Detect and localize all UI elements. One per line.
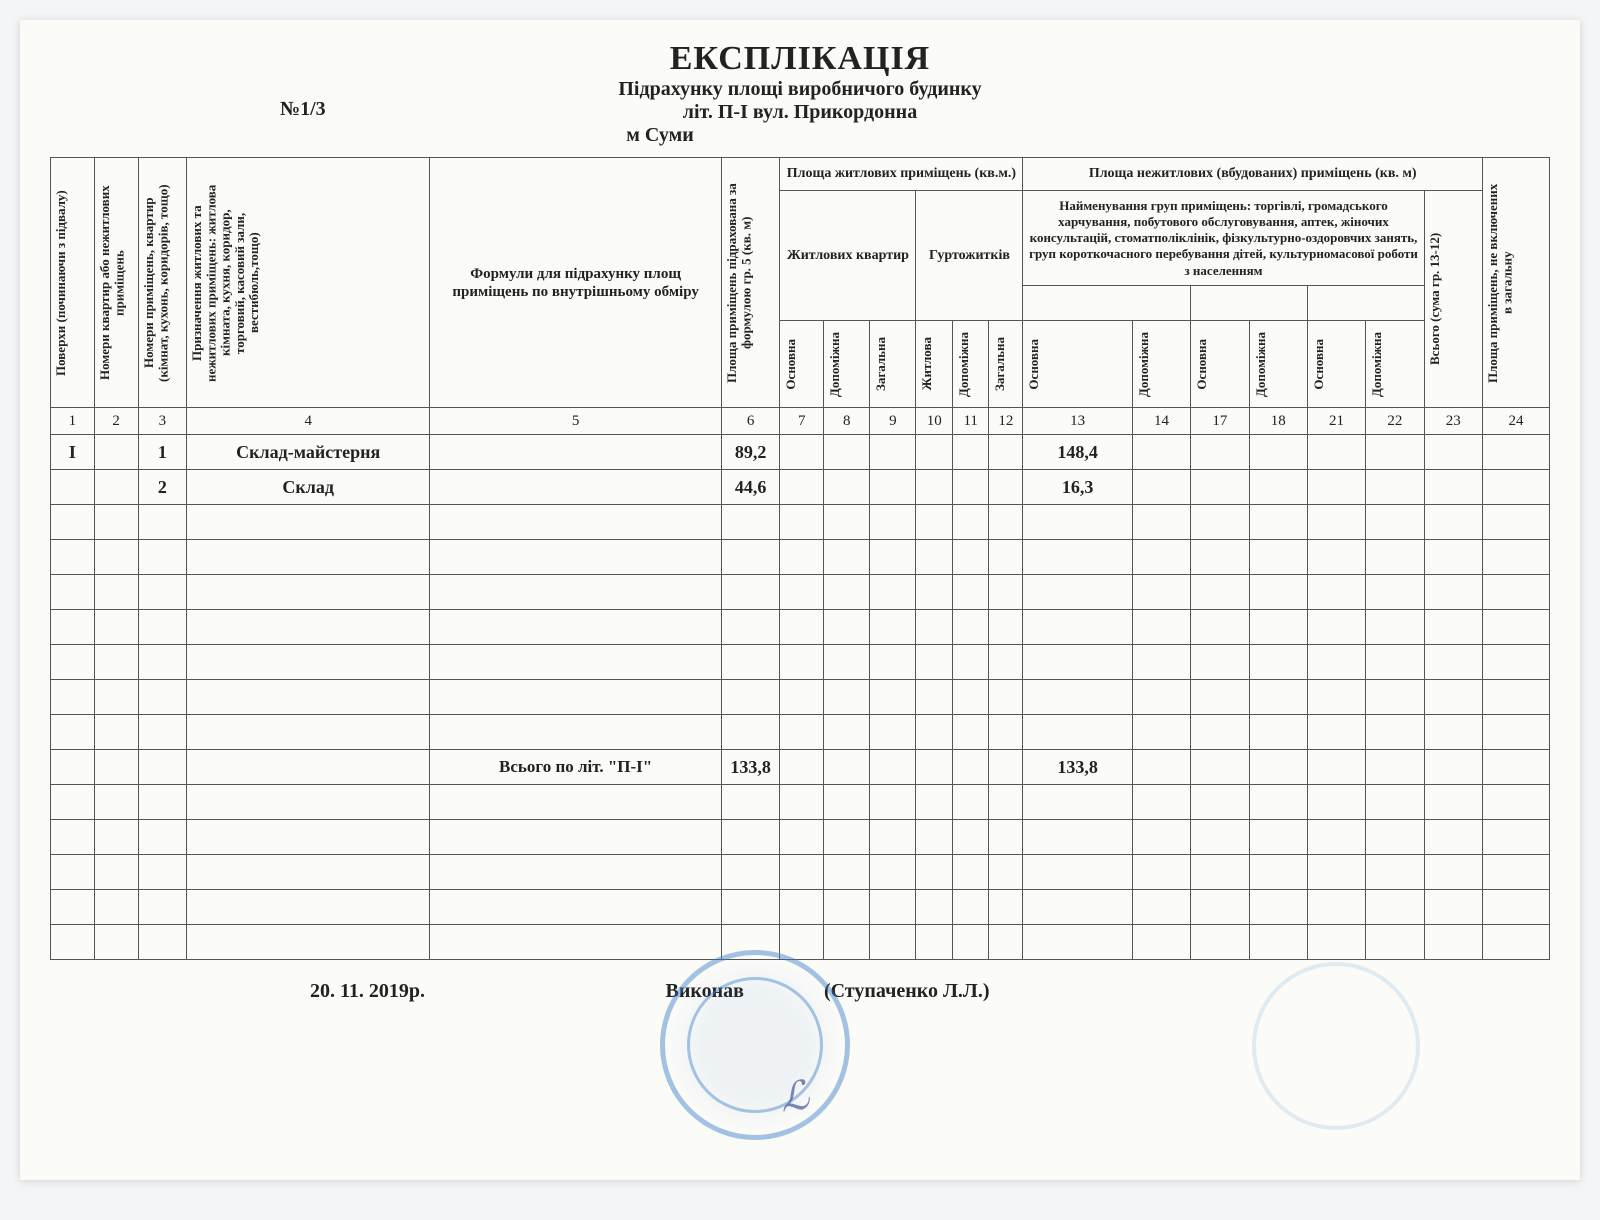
col-l21: Основна bbox=[1310, 333, 1328, 396]
col-num-5: 5 bbox=[430, 408, 722, 435]
explication-table: Поверхи (починаючи з підвалу) Номери ква… bbox=[50, 157, 1550, 960]
col-num-3: 3 bbox=[138, 408, 187, 435]
col-sub-apart: Житлових квартир bbox=[780, 191, 916, 321]
table-row bbox=[51, 855, 1550, 890]
doc-number: №1/3 bbox=[280, 98, 326, 121]
col-num-17: 17 bbox=[1191, 408, 1249, 435]
col-l9: Загальна bbox=[872, 331, 890, 397]
col-num-23: 23 bbox=[1424, 408, 1482, 435]
col-l12: Загальна bbox=[991, 331, 1009, 397]
col-l10: Житлова bbox=[918, 331, 936, 396]
col-l11: Допоміжна bbox=[955, 326, 973, 403]
col-num-2: 2 bbox=[94, 408, 138, 435]
col-num-12: 12 bbox=[989, 408, 1023, 435]
col-h6: Площа приміщень підрахована за формулою … bbox=[724, 177, 755, 389]
col-num-9: 9 bbox=[870, 408, 916, 435]
table-row: Всього по літ. "П-І"133,8133,8 bbox=[51, 750, 1550, 785]
col-h1: Поверхи (починаючи з підвалу) bbox=[53, 177, 69, 389]
table-row bbox=[51, 890, 1550, 925]
col-l14: Допоміжна bbox=[1135, 326, 1153, 403]
document-page: ЕКСПЛІКАЦІЯ Підрахунку площі виробничого… bbox=[20, 20, 1580, 1180]
col-num-11: 11 bbox=[952, 408, 988, 435]
col-num-22: 22 bbox=[1366, 408, 1424, 435]
doc-title: ЕКСПЛІКАЦІЯ bbox=[50, 40, 1550, 78]
table-row: 2Склад44,616,3 bbox=[51, 470, 1550, 505]
doc-lit-line: літ. П-І вул. Прикордонна bbox=[50, 101, 1550, 124]
table-row bbox=[51, 925, 1550, 960]
col-l7: Основна bbox=[782, 333, 800, 396]
col-num-7: 7 bbox=[780, 408, 824, 435]
table-row bbox=[51, 575, 1550, 610]
col-l17: Основна bbox=[1193, 333, 1211, 396]
col-num-13: 13 bbox=[1023, 408, 1132, 435]
col-num-24: 24 bbox=[1482, 408, 1549, 435]
col-group-desc: Найменування груп приміщень: торгівлі, г… bbox=[1023, 191, 1424, 286]
col-h4: Призначення житлових та нежитлових примі… bbox=[189, 177, 262, 389]
col-num-14: 14 bbox=[1132, 408, 1190, 435]
col-num-21: 21 bbox=[1307, 408, 1365, 435]
stamp2-icon bbox=[1252, 962, 1420, 1130]
col-h3: Номери приміщень, квартир (кімнат, кухон… bbox=[141, 177, 172, 389]
table-row bbox=[51, 785, 1550, 820]
table-row bbox=[51, 680, 1550, 715]
col-num-18: 18 bbox=[1249, 408, 1307, 435]
col-group-nonresid: Площа нежитлових (вбудованих) приміщень … bbox=[1023, 158, 1483, 191]
col-num-8: 8 bbox=[824, 408, 870, 435]
footer: 20. 11. 2019р. Виконав (Ступаченко Л.Л.) bbox=[310, 980, 1430, 1003]
col-num-4: 4 bbox=[187, 408, 430, 435]
col-total: Всього (сума гр. 13-12) bbox=[1427, 193, 1443, 405]
col-num-6: 6 bbox=[722, 408, 780, 435]
footer-executor: (Ступаченко Л.Л.) bbox=[824, 980, 990, 1002]
col-num-1: 1 bbox=[51, 408, 95, 435]
table-row bbox=[51, 610, 1550, 645]
table-row bbox=[51, 715, 1550, 750]
col-l22: Допоміжна bbox=[1368, 326, 1386, 403]
col-sub-dorm: Гуртожитків bbox=[916, 191, 1023, 321]
table-row bbox=[51, 820, 1550, 855]
col-num-10: 10 bbox=[916, 408, 952, 435]
stamp-icon bbox=[660, 950, 850, 1140]
col-h24: Площа приміщень, не включених в загальну bbox=[1485, 177, 1516, 389]
col-l8: Допоміжна bbox=[826, 326, 844, 403]
col-l18: Допоміжна bbox=[1252, 326, 1270, 403]
doc-subtitle: Підрахунку площі виробничого будинку bbox=[50, 78, 1550, 101]
col-h2: Номери квартир або нежитлових приміщень bbox=[97, 177, 128, 389]
table-row bbox=[51, 505, 1550, 540]
col-group-resid: Площа житлових приміщень (кв.м.) bbox=[780, 158, 1023, 191]
footer-date: 20. 11. 2019р. bbox=[310, 980, 425, 1003]
table-row bbox=[51, 645, 1550, 680]
table-row: I1Склад-майстерня89,2148,4 bbox=[51, 435, 1550, 470]
col-h5: Формули для підрахунку площ приміщень по… bbox=[430, 158, 722, 408]
col-l13: Основна bbox=[1025, 333, 1043, 396]
table-row bbox=[51, 540, 1550, 575]
doc-city: м Суми bbox=[0, 124, 1550, 147]
